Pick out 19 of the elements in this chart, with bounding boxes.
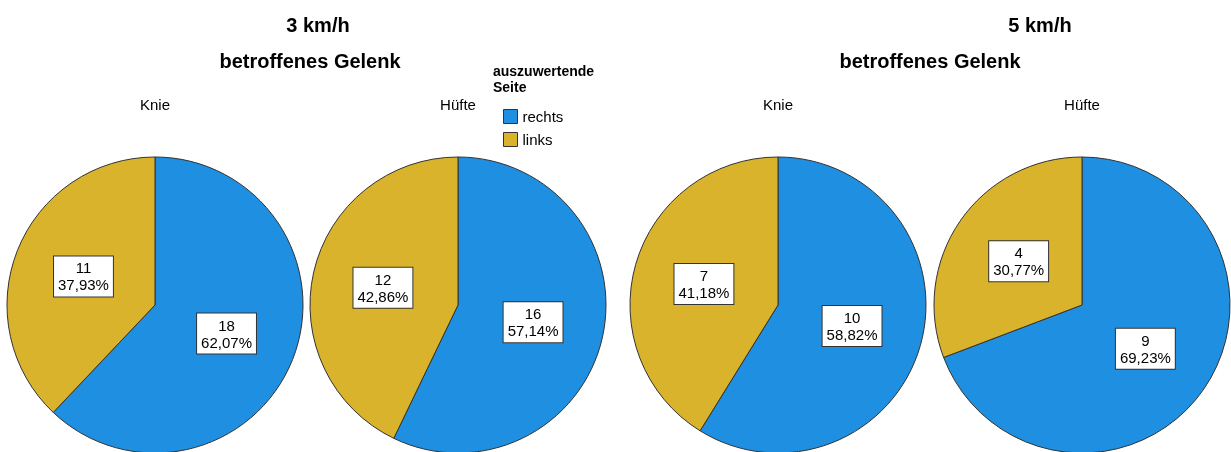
- data-label: 9 69,23%: [1119, 331, 1171, 366]
- text: betroffenes Gelenk: [219, 50, 401, 73]
- legend-label: rechts: [522, 108, 564, 125]
- chart-title: Knie: [139, 96, 171, 113]
- text: 5 km/h: [1008, 14, 1072, 37]
- chart-title: Knie: [762, 96, 794, 113]
- chart-title: Hüfte: [1064, 96, 1100, 113]
- text: 3 km/h: [286, 14, 350, 37]
- data-label: 11 37,93%: [58, 259, 109, 294]
- data-label: 16 57,14%: [507, 305, 559, 340]
- chart-title: Hüfte: [440, 96, 476, 113]
- legend-title: auszuwertende Seite: [493, 63, 599, 95]
- text: betroffenes Gelenk: [839, 50, 1021, 73]
- data-label: 10 58,82%: [826, 309, 878, 344]
- data-label: 4 30,77%: [993, 244, 1045, 279]
- data-label: 12 42,86%: [357, 270, 409, 305]
- data-label: 7 41,18%: [678, 266, 730, 301]
- legend-label: links: [522, 131, 553, 148]
- data-label: 18 62,07%: [201, 316, 252, 351]
